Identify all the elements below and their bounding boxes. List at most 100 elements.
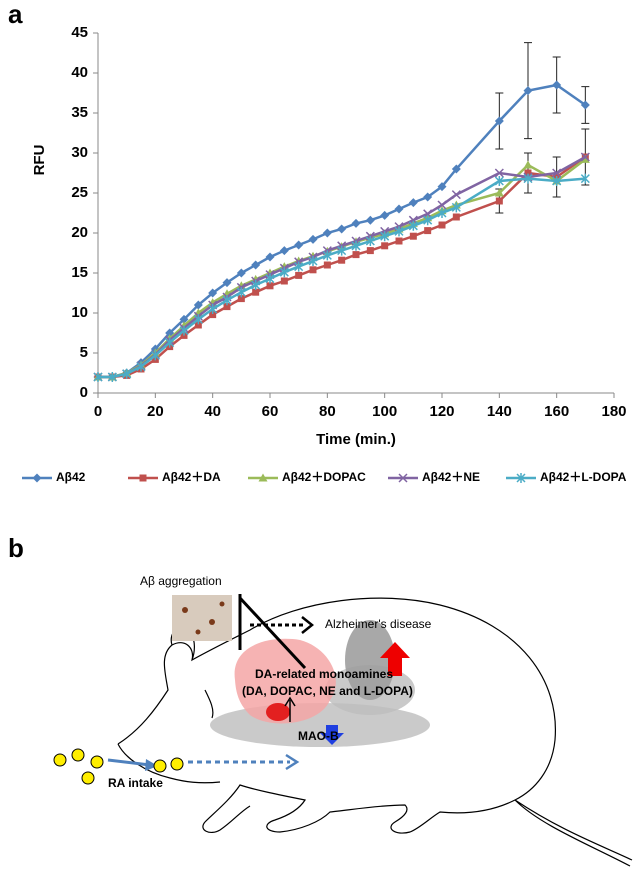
marker <box>265 273 275 284</box>
marker <box>322 228 332 238</box>
label: (DA, DOPAC, NE and L-DOPA) <box>242 684 413 698</box>
arrow-head <box>284 696 296 707</box>
marker <box>309 266 317 274</box>
marker <box>409 232 417 240</box>
marker <box>280 277 288 285</box>
marker <box>394 226 404 237</box>
marker <box>179 314 189 324</box>
x-tick-label: 160 <box>544 403 569 420</box>
marker <box>236 268 246 278</box>
marker <box>395 237 403 245</box>
cell <box>182 607 188 613</box>
marker <box>524 169 532 177</box>
marker <box>451 164 461 174</box>
marker <box>351 240 361 251</box>
marker <box>308 234 318 244</box>
marker <box>516 473 526 483</box>
marker <box>237 295 245 303</box>
legend-item: Aβ42＋L-DOPA <box>506 470 627 484</box>
marker <box>150 350 160 361</box>
marker <box>294 261 304 272</box>
marker <box>122 368 132 379</box>
intake-arrow <box>107 758 151 767</box>
down-arrow <box>320 725 344 745</box>
y-tick-label: 45 <box>71 24 88 41</box>
marker <box>251 280 261 290</box>
marker <box>365 215 375 225</box>
ra-particle <box>81 771 95 785</box>
marker <box>294 240 304 250</box>
marker <box>494 116 504 126</box>
nucleus <box>266 703 290 721</box>
marker <box>208 304 218 314</box>
marker <box>337 245 347 256</box>
marker <box>552 80 562 90</box>
legend-label: Aβ42＋L-DOPA <box>540 470 627 484</box>
cell <box>195 629 201 635</box>
marker <box>279 267 289 278</box>
x-tick-label: 0 <box>94 403 102 420</box>
cell <box>209 619 215 625</box>
marker <box>523 86 533 96</box>
marker <box>424 227 432 235</box>
marker <box>107 372 117 382</box>
marker <box>193 314 203 325</box>
label: Aβ aggregation <box>140 574 222 588</box>
marker <box>452 213 460 221</box>
marker <box>380 210 390 220</box>
y-tick-label: 40 <box>71 64 88 81</box>
y-axis-label: RFU <box>31 145 48 176</box>
marker <box>208 288 218 298</box>
y-tick-label: 5 <box>80 344 88 361</box>
ra-particle <box>53 753 67 767</box>
x-tick-label: 180 <box>601 403 626 420</box>
marker <box>494 176 504 186</box>
label: DA-related monoamines <box>255 667 393 681</box>
marker <box>451 190 461 200</box>
marker <box>494 188 504 197</box>
marker <box>223 303 231 311</box>
marker <box>236 287 246 298</box>
marker <box>295 271 303 279</box>
y-tick-label: 10 <box>71 304 88 321</box>
y-tick-label: 15 <box>71 264 88 281</box>
marker <box>323 261 331 269</box>
marker <box>222 295 232 306</box>
marker <box>580 154 590 163</box>
marker <box>380 231 390 242</box>
marker <box>251 260 261 270</box>
legend-label: Aβ42＋NE <box>422 470 480 484</box>
legend-label: Aβ42 <box>56 470 86 484</box>
marker <box>495 197 503 205</box>
x-axis-label: Time (min.) <box>316 431 396 448</box>
marker <box>437 208 447 218</box>
marker <box>252 288 260 296</box>
marker <box>398 473 408 483</box>
x-tick-label: 20 <box>147 403 164 420</box>
ra-particle <box>71 748 85 762</box>
marker <box>423 209 433 219</box>
marker <box>438 221 446 229</box>
marker <box>408 220 418 231</box>
marker <box>322 250 332 261</box>
marker <box>394 204 404 214</box>
y-tick-label: 25 <box>71 184 88 201</box>
marker <box>308 256 318 266</box>
up-arrow <box>380 642 410 676</box>
series-line <box>98 83 587 379</box>
marker <box>580 152 590 162</box>
marker <box>552 168 562 178</box>
brain-highlight <box>234 638 336 724</box>
marker <box>365 236 375 246</box>
marker <box>523 160 533 169</box>
marker <box>451 202 461 213</box>
marker <box>179 325 189 336</box>
marker <box>523 173 533 184</box>
arrow-head <box>285 753 300 771</box>
arrow-head <box>301 616 315 634</box>
legend-label: Aβ42＋DA <box>162 470 221 484</box>
marker <box>93 372 103 382</box>
ra-particle <box>90 755 104 769</box>
cell <box>219 601 225 607</box>
